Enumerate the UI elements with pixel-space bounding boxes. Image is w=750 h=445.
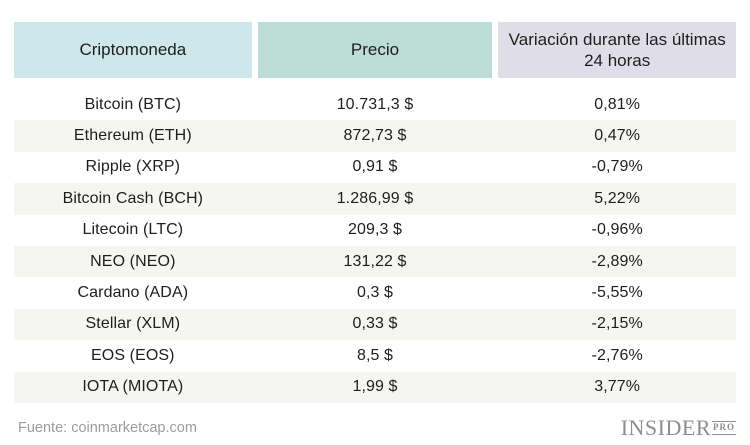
- cell-crypto-name: Ripple (XRP): [85, 158, 181, 176]
- cell-price: 10.731,3 $: [336, 95, 414, 113]
- cell-change: -5,55%: [591, 284, 643, 302]
- cell-price: 0,91 $: [352, 158, 398, 176]
- table-body: Bitcoin (BTC) 10.731,3 $ 0,81% Ethereum …: [14, 89, 736, 403]
- cell-crypto-name: Litecoin (LTC): [82, 221, 184, 239]
- cell-crypto-name: EOS (EOS): [91, 346, 175, 364]
- cell-price: 0,3 $: [356, 284, 394, 302]
- cell-change: 0,47%: [594, 127, 641, 145]
- table-row-eos: EOS (EOS) 8,5 $ -2,76%: [14, 340, 736, 371]
- footer: Fuente: coinmarketcap.com INSIDER PRO: [14, 403, 736, 441]
- insider-pro-logo: INSIDER PRO: [621, 415, 736, 441]
- table-row-litecoin: Litecoin (LTC) 209,3 $ -0,96%: [14, 215, 736, 246]
- cell-change: -2,89%: [591, 252, 643, 270]
- cell-price: 0,33 $: [352, 315, 398, 333]
- source-attribution: Fuente: coinmarketcap.com: [18, 419, 197, 436]
- logo-insider-text: INSIDER: [620, 414, 711, 440]
- cell-crypto-name: NEO (NEO): [90, 252, 176, 270]
- table-row-iota: IOTA (MIOTA) 1,99 $ 3,77%: [14, 371, 736, 403]
- cell-change: -0,96%: [591, 221, 643, 239]
- cell-price: 1.286,99 $: [336, 189, 414, 207]
- cell-price: 8,5 $: [356, 346, 394, 364]
- cell-change: -2,15%: [591, 315, 643, 333]
- cell-change: 3,77%: [594, 378, 641, 396]
- cell-crypto-name: Ethereum (ETH): [73, 127, 192, 145]
- table-row-ripple: Ripple (XRP) 0,91 $ -0,79%: [14, 152, 736, 183]
- table-header-row: Criptomoneda Precio Variación durante la…: [14, 22, 737, 78]
- cell-price: 1,99 $: [352, 378, 398, 396]
- table-row-cardano: Cardano (ADA) 0,3 $ -5,55%: [14, 277, 736, 308]
- cell-crypto-name: Stellar (XLM): [85, 315, 181, 333]
- table-row-neo: NEO (NEO) 131,22 $ -2,89%: [14, 245, 736, 278]
- column-header-criptomoneda: Criptomoneda: [14, 22, 252, 78]
- logo-pro-badge: PRO: [712, 420, 736, 435]
- table-row-stellar: Stellar (XLM) 0,33 $ -2,15%: [14, 308, 736, 341]
- table-row-bitcoin: Bitcoin (BTC) 10.731,3 $ 0,81%: [14, 89, 736, 120]
- cell-crypto-name: Cardano (ADA): [77, 284, 189, 302]
- cell-change: 5,22%: [594, 189, 641, 207]
- cell-crypto-name: Bitcoin Cash (BCH): [62, 189, 204, 207]
- table-row-ethereum: Ethereum (ETH) 872,73 $ 0,47%: [14, 120, 736, 152]
- table-row-bitcoin-cash: Bitcoin Cash (BCH) 1.286,99 $ 5,22%: [14, 183, 736, 215]
- cell-crypto-name: IOTA (MIOTA): [82, 378, 184, 396]
- cell-price: 131,22 $: [343, 252, 407, 270]
- cell-price: 209,3 $: [347, 221, 403, 239]
- cell-change: -2,76%: [591, 346, 643, 364]
- cell-change: 0,81%: [594, 95, 641, 113]
- cell-price: 872,73 $: [343, 127, 407, 145]
- cell-crypto-name: Bitcoin (BTC): [84, 95, 182, 113]
- cell-change: -0,79%: [591, 158, 643, 176]
- column-header-precio: Precio: [257, 22, 493, 78]
- column-header-variacion-24h: Variación durante las últimas 24 horas: [498, 22, 737, 78]
